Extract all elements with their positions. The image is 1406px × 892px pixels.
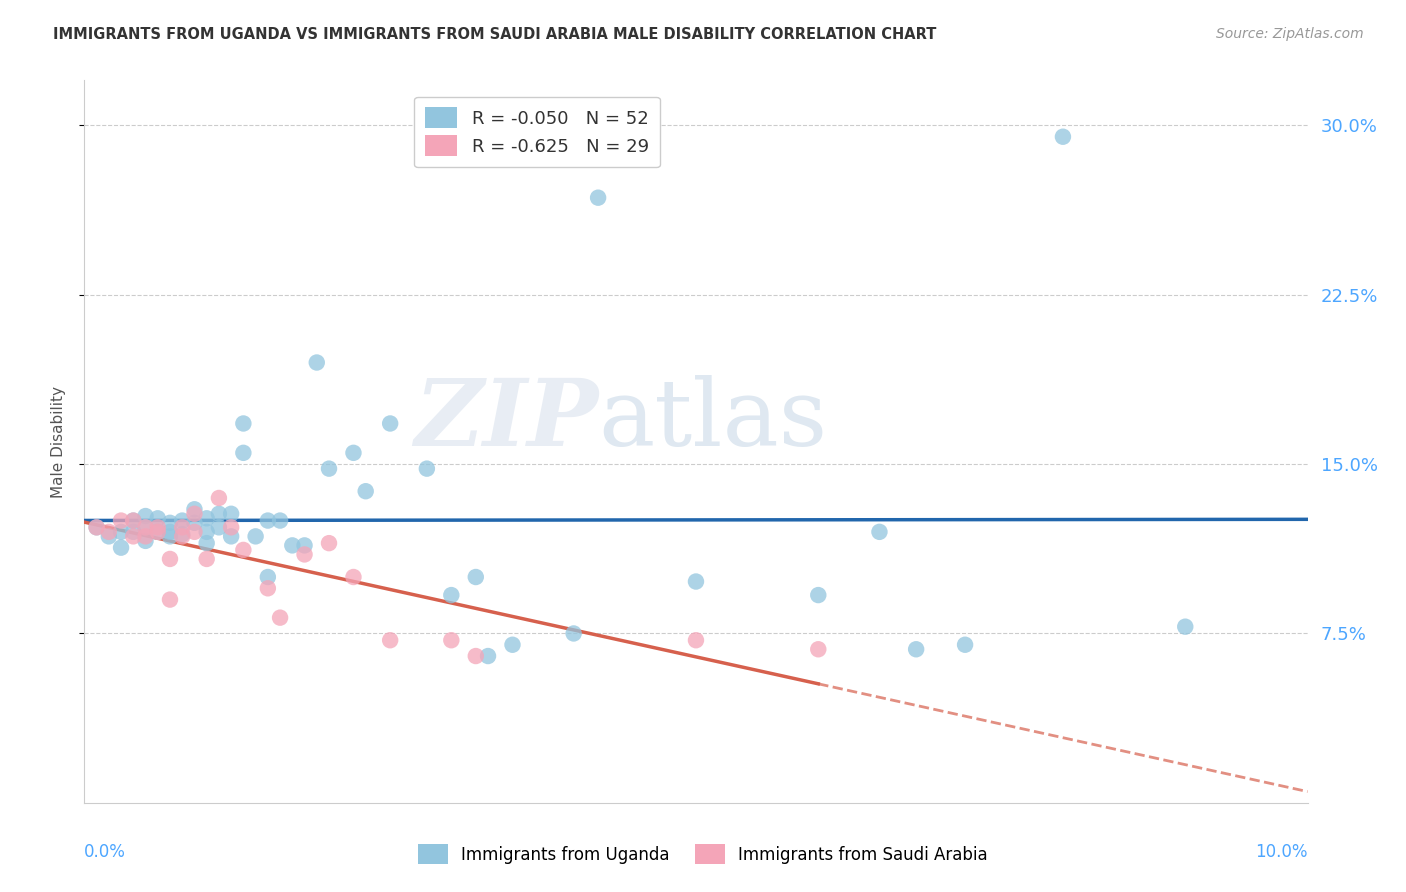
- Legend: R = -0.050   N = 52, R = -0.625   N = 29: R = -0.050 N = 52, R = -0.625 N = 29: [415, 96, 659, 167]
- Text: atlas: atlas: [598, 375, 827, 465]
- Point: [97, 524, 120, 539]
- Point: [294, 538, 316, 552]
- Text: 0.0%: 0.0%: [84, 843, 127, 861]
- Point: [159, 529, 181, 543]
- Point: [172, 514, 194, 528]
- Point: [195, 536, 218, 550]
- Point: [440, 588, 463, 602]
- Point: [440, 633, 463, 648]
- Point: [159, 516, 181, 530]
- Point: [135, 529, 157, 543]
- Point: [905, 642, 928, 657]
- Point: [269, 514, 291, 528]
- Point: [257, 514, 280, 528]
- Point: [122, 514, 145, 528]
- Point: [122, 529, 145, 543]
- Point: [122, 524, 145, 539]
- Point: [159, 524, 181, 539]
- Point: [380, 633, 402, 648]
- Point: [135, 509, 157, 524]
- Point: [807, 642, 830, 657]
- Point: [146, 524, 169, 539]
- Point: [219, 520, 242, 534]
- Point: [122, 514, 145, 528]
- Point: [135, 520, 157, 534]
- Point: [135, 520, 157, 534]
- Text: 10.0%: 10.0%: [1256, 843, 1308, 861]
- Point: [183, 507, 205, 521]
- Point: [807, 588, 830, 602]
- Point: [110, 514, 132, 528]
- Point: [318, 536, 340, 550]
- Point: [416, 461, 439, 475]
- Text: ZIP: ZIP: [413, 375, 598, 465]
- Point: [195, 511, 218, 525]
- Point: [281, 538, 304, 552]
- Point: [172, 520, 194, 534]
- Point: [502, 638, 524, 652]
- Point: [97, 529, 120, 543]
- Point: [869, 524, 891, 539]
- Text: IMMIGRANTS FROM UGANDA VS IMMIGRANTS FROM SAUDI ARABIA MALE DISABILITY CORRELATI: IMMIGRANTS FROM UGANDA VS IMMIGRANTS FRO…: [53, 27, 936, 42]
- Point: [257, 582, 280, 596]
- Point: [318, 461, 340, 475]
- Point: [953, 638, 976, 652]
- Point: [477, 648, 499, 663]
- Point: [183, 516, 205, 530]
- Point: [172, 529, 194, 543]
- Point: [464, 648, 486, 663]
- Point: [86, 520, 108, 534]
- Point: [183, 524, 205, 539]
- Point: [685, 633, 707, 648]
- Point: [294, 548, 316, 562]
- Point: [135, 533, 157, 548]
- Point: [245, 529, 267, 543]
- Point: [232, 446, 254, 460]
- Point: [269, 610, 291, 624]
- Point: [208, 507, 231, 521]
- Point: [685, 574, 707, 589]
- Point: [110, 524, 132, 539]
- Point: [208, 491, 231, 505]
- Point: [219, 529, 242, 543]
- Point: [342, 570, 364, 584]
- Point: [172, 527, 194, 541]
- Legend: Immigrants from Uganda, Immigrants from Saudi Arabia: Immigrants from Uganda, Immigrants from …: [412, 838, 994, 871]
- Point: [586, 191, 609, 205]
- Point: [1052, 129, 1074, 144]
- Point: [86, 520, 108, 534]
- Point: [146, 511, 169, 525]
- Point: [146, 524, 169, 539]
- Point: [464, 570, 486, 584]
- Point: [159, 592, 181, 607]
- Point: [195, 524, 218, 539]
- Point: [380, 417, 402, 431]
- Point: [219, 507, 242, 521]
- Point: [562, 626, 585, 640]
- Point: [159, 552, 181, 566]
- Point: [110, 541, 132, 555]
- Point: [305, 355, 328, 369]
- Point: [354, 484, 377, 499]
- Point: [342, 446, 364, 460]
- Point: [195, 552, 218, 566]
- Point: [1174, 620, 1197, 634]
- Y-axis label: Male Disability: Male Disability: [51, 385, 66, 498]
- Point: [232, 542, 254, 557]
- Point: [257, 570, 280, 584]
- Point: [146, 520, 169, 534]
- Point: [183, 502, 205, 516]
- Point: [232, 417, 254, 431]
- Text: Source: ZipAtlas.com: Source: ZipAtlas.com: [1216, 27, 1364, 41]
- Point: [208, 520, 231, 534]
